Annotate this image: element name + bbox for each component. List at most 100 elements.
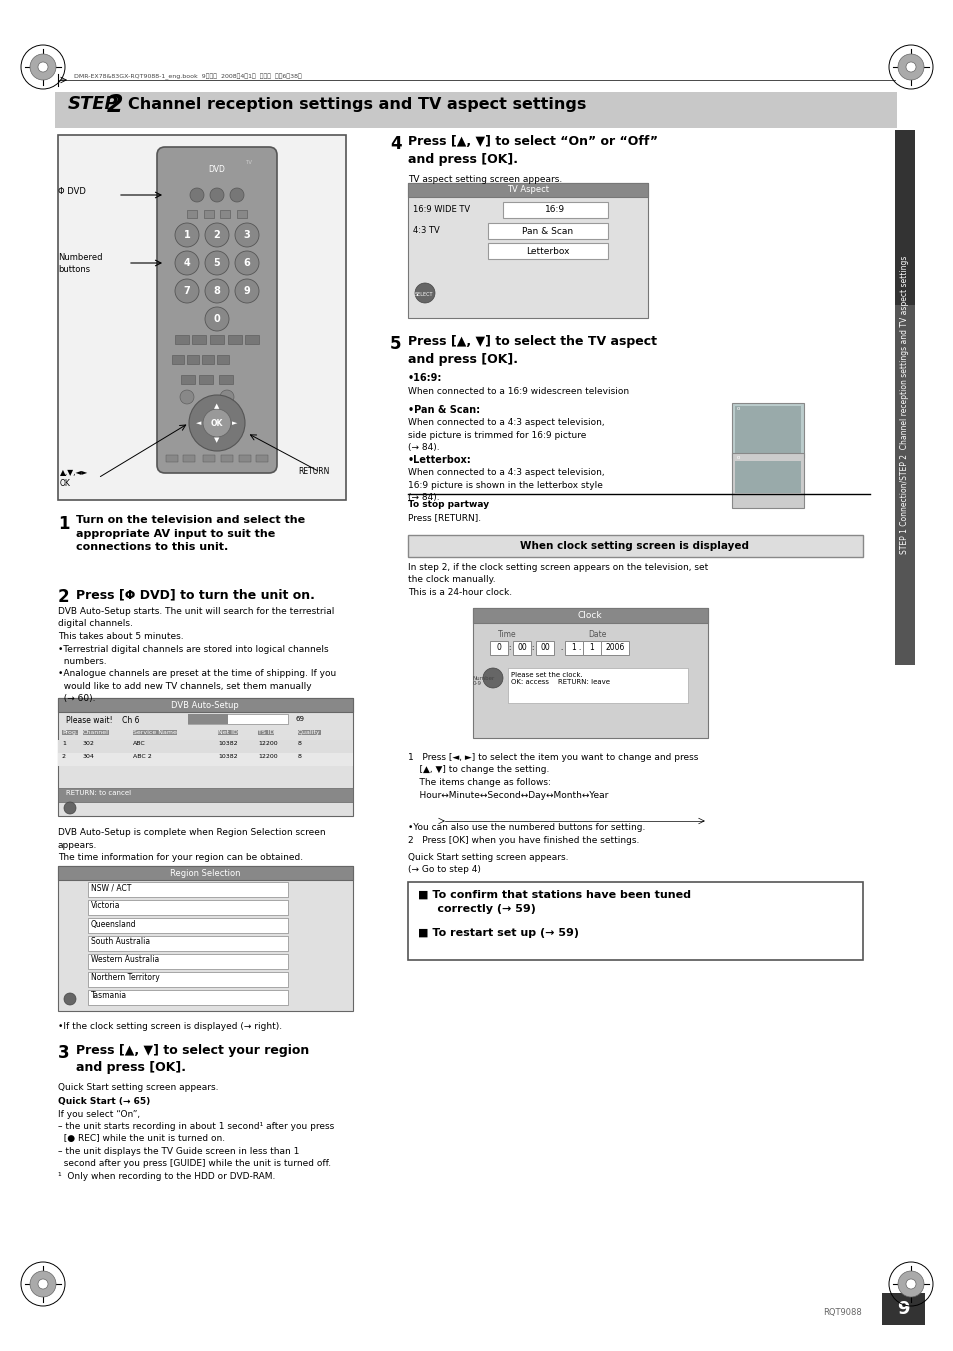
- Text: 1: 1: [183, 230, 191, 240]
- Text: 1: 1: [589, 643, 594, 653]
- Text: 1   Press [◄, ►] to select the item you want to change and press
    [▲, ▼] to c: 1 Press [◄, ►] to select the item you wa…: [408, 753, 698, 800]
- Bar: [88, 971, 288, 988]
- Text: ■ To confirm that stations have been tuned
     correctly (→ 59): ■ To confirm that stations have been tun…: [417, 890, 690, 915]
- Text: Please set the clock.
OK: access    RETURN: leave: Please set the clock. OK: access RETURN:…: [511, 671, 609, 685]
- Bar: [58, 866, 353, 1011]
- Text: 2: 2: [58, 588, 70, 607]
- Bar: [882, 1293, 924, 1325]
- Text: TV: TV: [245, 161, 252, 166]
- Bar: [210, 335, 224, 345]
- Text: NSW / ACT: NSW / ACT: [91, 884, 132, 893]
- Bar: [731, 403, 803, 458]
- Bar: [58, 698, 353, 816]
- Text: Pan & Scan: Pan & Scan: [522, 227, 573, 235]
- Text: Prog.: Prog.: [62, 730, 78, 735]
- Circle shape: [189, 394, 245, 451]
- Bar: [228, 335, 242, 345]
- Text: 2: 2: [107, 93, 123, 118]
- Text: DVB Auto-Setup is complete when Region Selection screen
appears.
The time inform: DVB Auto-Setup is complete when Region S…: [58, 828, 325, 862]
- Text: Turn on the television and select the
appropriate AV input to suit the
connectio: Turn on the television and select the ap…: [76, 515, 305, 553]
- Text: 2006: 2006: [604, 643, 624, 653]
- Bar: [408, 882, 862, 961]
- Text: Northern Territory: Northern Territory: [91, 974, 159, 982]
- Bar: [192, 335, 206, 345]
- Circle shape: [30, 1271, 56, 1297]
- Text: Press [Φ DVD] to turn the unit on.: Press [Φ DVD] to turn the unit on.: [76, 588, 314, 601]
- Bar: [488, 243, 607, 259]
- Circle shape: [64, 993, 76, 1005]
- Circle shape: [30, 54, 56, 80]
- Text: OK: OK: [60, 480, 71, 489]
- Circle shape: [180, 390, 193, 404]
- Circle shape: [203, 409, 231, 436]
- Bar: [204, 209, 213, 218]
- Text: 4:3 TV: 4:3 TV: [413, 226, 439, 235]
- Text: Western Australia: Western Australia: [91, 955, 159, 965]
- Text: STEP: STEP: [68, 95, 118, 113]
- Text: 16:9: 16:9: [544, 205, 564, 215]
- Text: Clock: Clock: [578, 611, 601, 620]
- Bar: [88, 882, 288, 897]
- Text: Channel: Channel: [83, 730, 109, 735]
- Text: 3: 3: [243, 230, 250, 240]
- Circle shape: [38, 62, 48, 72]
- Bar: [502, 203, 607, 218]
- Bar: [507, 667, 687, 703]
- Text: TV Aspect: TV Aspect: [506, 185, 548, 195]
- Bar: [582, 640, 600, 655]
- Text: DVD: DVD: [209, 166, 225, 174]
- Text: ABC 2: ABC 2: [132, 754, 152, 759]
- Circle shape: [220, 390, 233, 404]
- Bar: [220, 209, 230, 218]
- Text: Quick Start setting screen appears.
(→ Go to step 4): Quick Start setting screen appears. (→ G…: [408, 852, 568, 874]
- Circle shape: [897, 54, 923, 80]
- Text: 9: 9: [896, 1300, 908, 1319]
- Text: ■ To restart set up (→ 59): ■ To restart set up (→ 59): [417, 928, 578, 938]
- Bar: [216, 355, 229, 363]
- Text: ▲,▼,◄►: ▲,▼,◄►: [60, 467, 89, 477]
- Circle shape: [905, 62, 915, 72]
- Text: To stop partway: To stop partway: [408, 500, 489, 509]
- Circle shape: [205, 251, 229, 276]
- Bar: [88, 917, 288, 934]
- Text: Press [▲, ▼] to select your region
and press [OK].: Press [▲, ▼] to select your region and p…: [76, 1044, 309, 1074]
- Bar: [58, 740, 353, 753]
- Circle shape: [230, 188, 244, 203]
- Circle shape: [205, 280, 229, 303]
- Circle shape: [897, 1271, 923, 1297]
- Bar: [408, 182, 647, 197]
- Bar: [58, 753, 353, 766]
- Bar: [600, 640, 628, 655]
- Bar: [239, 455, 251, 462]
- Text: 4: 4: [390, 135, 401, 153]
- Bar: [58, 135, 346, 500]
- Text: •Letterbox:: •Letterbox:: [408, 455, 471, 465]
- Circle shape: [64, 802, 76, 815]
- Circle shape: [174, 223, 199, 247]
- Bar: [536, 640, 554, 655]
- Circle shape: [210, 188, 224, 203]
- Bar: [55, 92, 896, 128]
- Text: Letterbox: Letterbox: [526, 246, 569, 255]
- Text: When clock setting screen is displayed: When clock setting screen is displayed: [520, 540, 749, 551]
- Text: 0: 0: [497, 643, 501, 653]
- Text: Press [RETURN].: Press [RETURN].: [408, 513, 480, 521]
- Circle shape: [905, 1279, 915, 1289]
- Text: 8: 8: [297, 740, 301, 746]
- Bar: [174, 335, 189, 345]
- Bar: [58, 698, 353, 712]
- Bar: [894, 130, 914, 665]
- Text: South Australia: South Australia: [91, 938, 150, 947]
- Text: 12200: 12200: [257, 740, 277, 746]
- Bar: [58, 866, 353, 880]
- Bar: [88, 936, 288, 951]
- Text: o: o: [737, 455, 740, 459]
- Circle shape: [174, 251, 199, 276]
- Text: •If the clock setting screen is displayed (→ right).: •If the clock setting screen is displaye…: [58, 1021, 282, 1031]
- Text: buttons: buttons: [58, 265, 90, 273]
- Text: Queensland: Queensland: [91, 920, 136, 928]
- Text: Time: Time: [497, 630, 517, 639]
- Text: •16:9:: •16:9:: [408, 373, 442, 382]
- Text: 8: 8: [213, 286, 220, 296]
- Text: 2: 2: [213, 230, 220, 240]
